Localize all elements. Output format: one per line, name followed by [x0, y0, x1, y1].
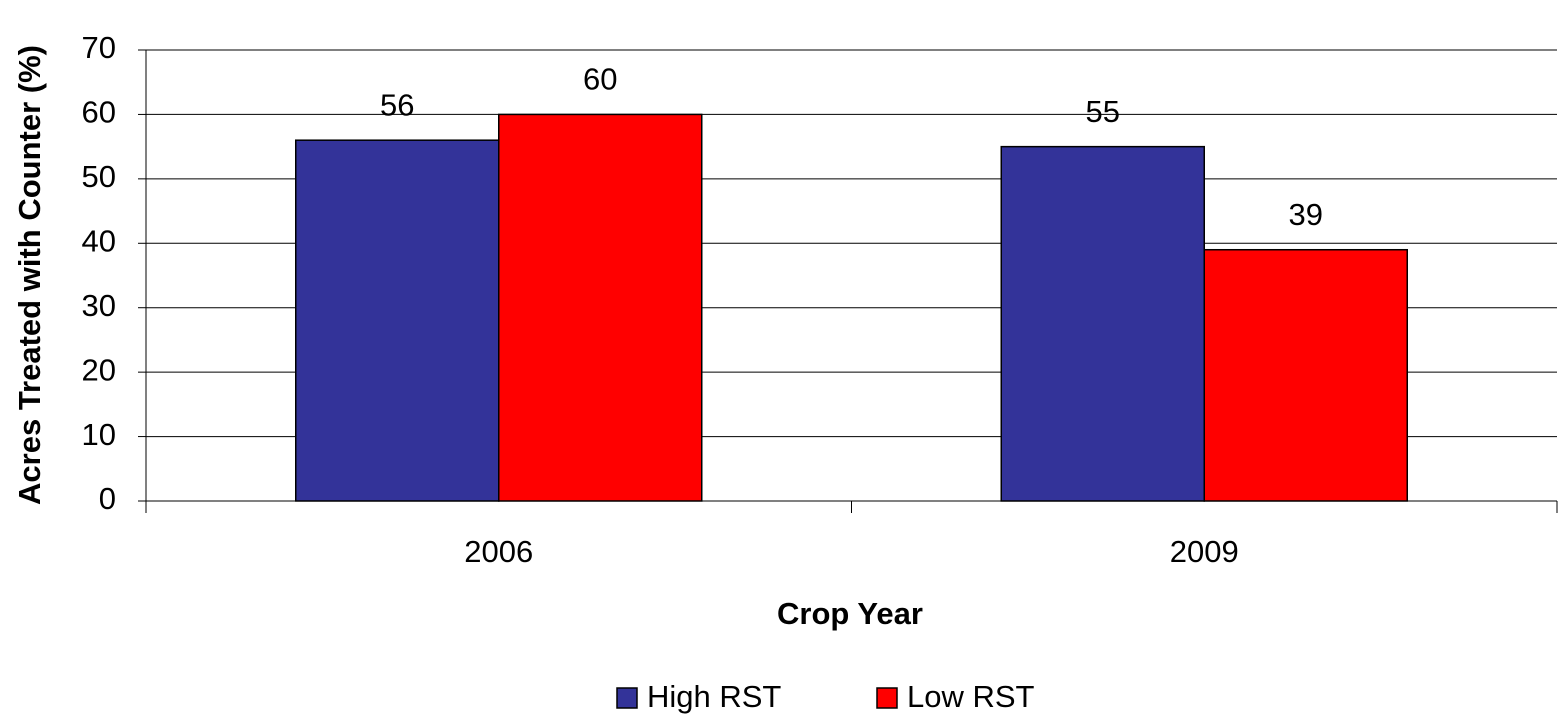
- bar: [498, 113, 703, 502]
- y-tick-label: 20: [82, 352, 116, 387]
- data-label: 60: [583, 62, 617, 97]
- y-tick-label: 70: [82, 30, 116, 65]
- bar: [1000, 145, 1205, 502]
- x-axis-title: Crop Year: [777, 596, 923, 631]
- data-label: 56: [380, 87, 414, 122]
- x-tick-label: 2009: [1170, 534, 1239, 569]
- y-tick-label: 50: [82, 159, 116, 194]
- y-tick-label: 60: [82, 95, 116, 130]
- legend-swatch: [876, 687, 898, 709]
- data-label: 39: [1289, 197, 1323, 232]
- legend-swatch: [616, 687, 638, 709]
- bar: [295, 139, 500, 502]
- data-label: 55: [1086, 94, 1120, 129]
- legend-label: High RST: [647, 679, 781, 714]
- y-tick-label: 10: [82, 417, 116, 452]
- bar: [1203, 248, 1408, 502]
- y-tick-label: 40: [82, 223, 116, 258]
- legend-label: Low RST: [907, 679, 1035, 714]
- y-axis-title: Acres Treated with Counter (%): [12, 45, 47, 505]
- x-tick-label: 2006: [464, 534, 533, 569]
- y-tick-label: 0: [99, 481, 116, 516]
- y-tick-label: 30: [82, 288, 116, 323]
